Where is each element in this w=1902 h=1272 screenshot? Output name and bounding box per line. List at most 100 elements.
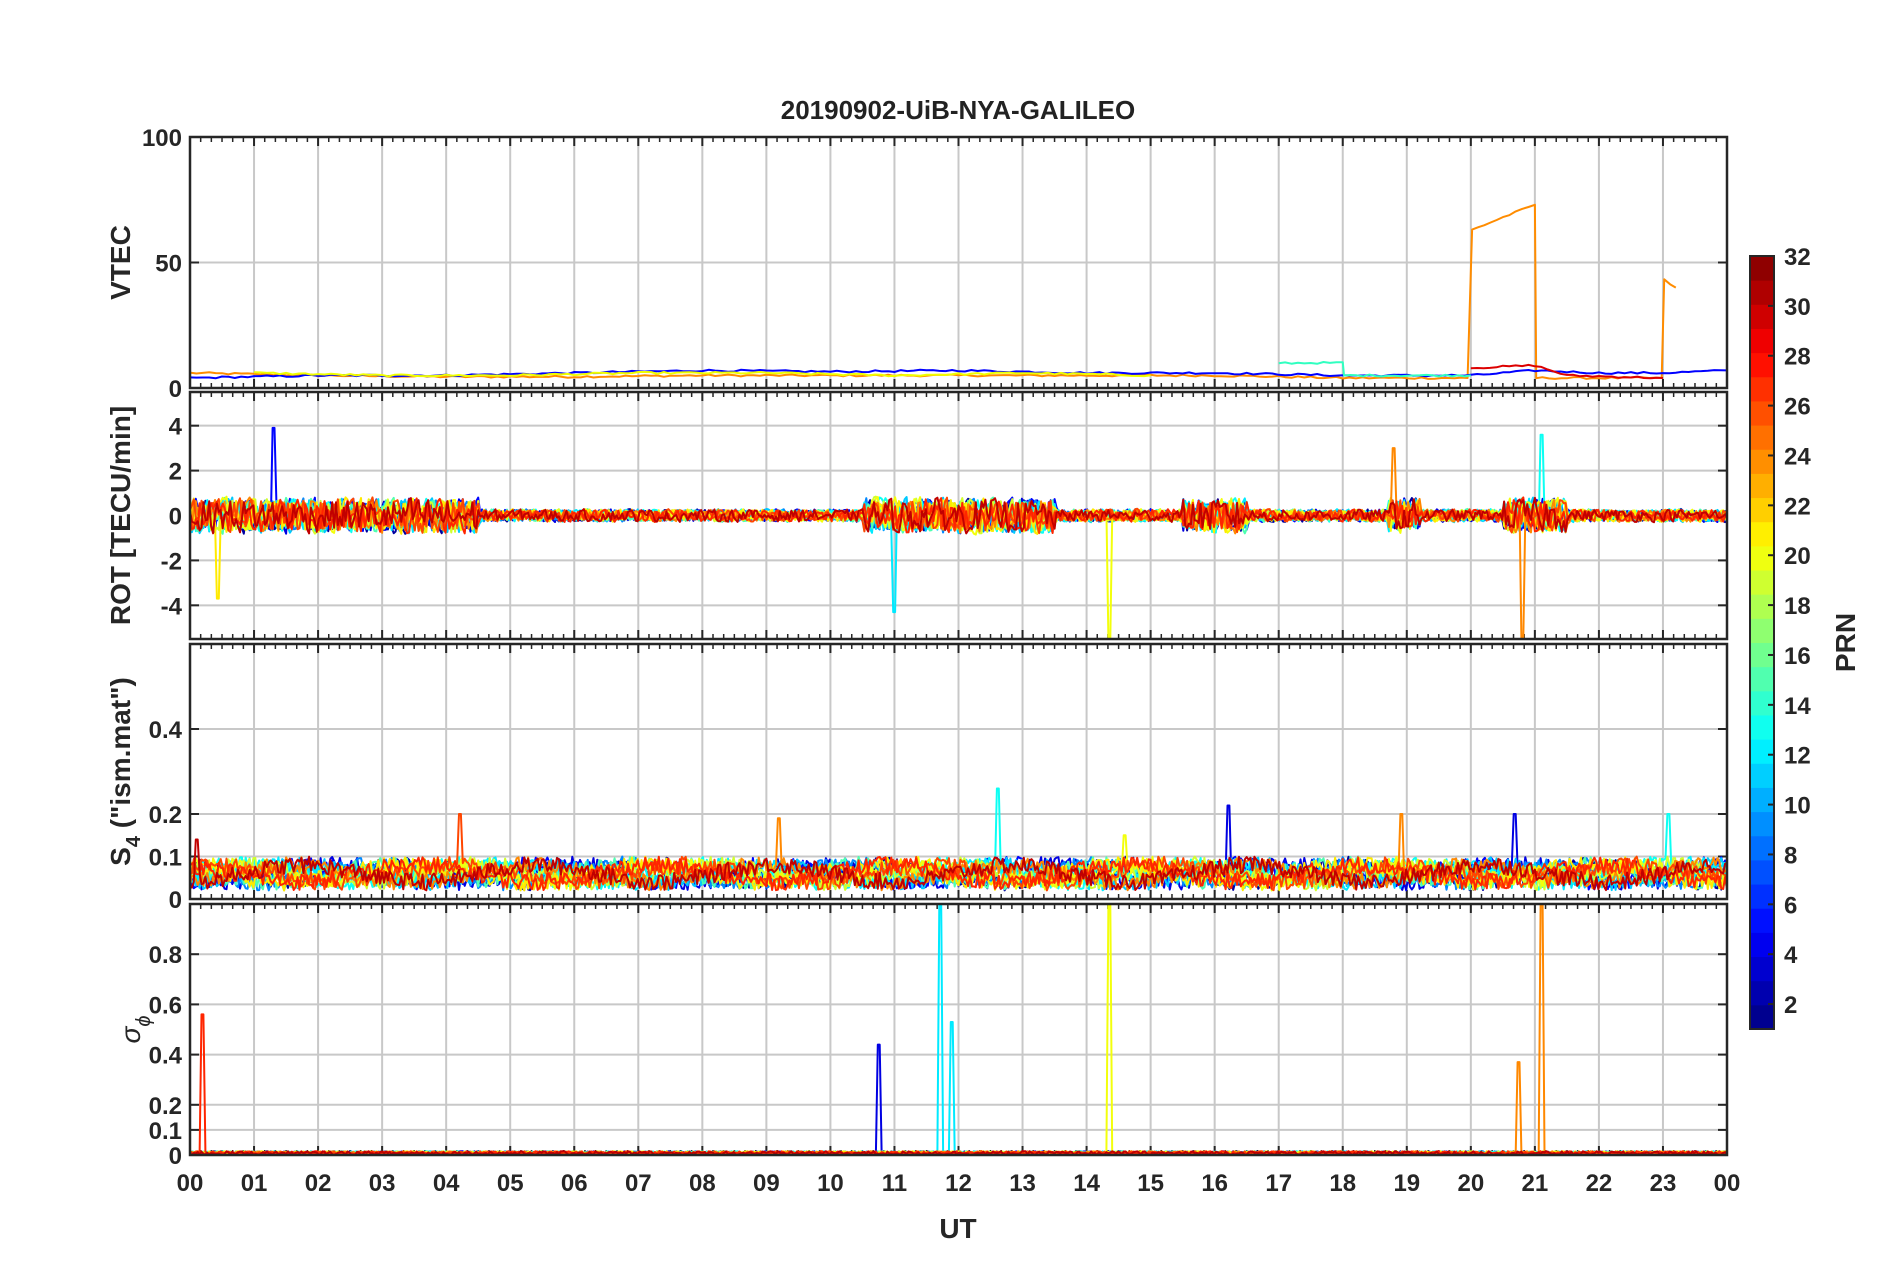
series-line — [189, 855, 1728, 892]
y-tick-label: 0.1 — [149, 1118, 182, 1145]
colorbar-swatch — [1750, 328, 1774, 354]
colorbar-swatch — [1750, 932, 1774, 958]
y-tick-label: 0.8 — [149, 942, 182, 969]
panel-frame — [188, 902, 1729, 1157]
colorbar-frame — [1749, 255, 1775, 1030]
x-tick-label: 03 — [369, 1170, 396, 1197]
series-line — [1470, 363, 1664, 380]
y-tick-label: -4 — [161, 593, 183, 620]
colorbar-label: PRN — [1830, 613, 1861, 672]
x-tick-label: 00 — [177, 1170, 204, 1197]
colorbar-swatch — [1750, 690, 1774, 716]
colorbar-tick-label: 6 — [1784, 892, 1797, 919]
colorbar-swatch — [1750, 956, 1774, 982]
series-line — [189, 496, 1728, 535]
y-tick-label: 0 — [169, 1143, 182, 1170]
y-tick-label: 0.4 — [149, 1043, 183, 1070]
y-tick-label: 100 — [142, 125, 182, 152]
colorbar-swatch — [1750, 859, 1774, 885]
x-tick-label: 07 — [625, 1170, 652, 1197]
panel-frame — [188, 390, 1729, 641]
x-tick-label: 20 — [1457, 1170, 1484, 1197]
colorbar-tick-label: 2 — [1784, 992, 1797, 1019]
y-axis-label-main: S — [105, 847, 136, 866]
x-tick-label: 10 — [817, 1170, 844, 1197]
x-tick-label: 14 — [1073, 1170, 1100, 1197]
y-tick-label: 0.2 — [149, 1093, 182, 1120]
panel-frame — [188, 642, 1729, 901]
colorbar-swatch — [1750, 908, 1774, 933]
y-axis-label-tail: ("ism.mat") — [105, 677, 136, 836]
y-axis-label-sub: ϕ — [133, 1015, 155, 1026]
colorbar-tick-label: 14 — [1784, 693, 1811, 720]
colorbar-swatch — [1750, 666, 1774, 692]
y-axis-label-sigma_phi: σϕ — [115, 1015, 155, 1043]
x-tick-label: 02 — [305, 1170, 332, 1197]
x-tick-label: 11 — [882, 1170, 907, 1197]
colorbar-swatch — [1750, 497, 1774, 523]
y-tick-label: 50 — [155, 251, 182, 278]
panel-frame — [188, 135, 1729, 390]
colorbar-swatch — [1750, 449, 1774, 474]
y-axis-label-main: σ — [115, 1026, 146, 1044]
colorbar-swatch — [1750, 787, 1774, 813]
colorbar-swatch — [1750, 473, 1774, 499]
colorbar-tick-label: 20 — [1784, 543, 1811, 570]
x-tick-label: 04 — [433, 1170, 460, 1197]
colorbar-swatch — [1750, 570, 1774, 595]
x-tick-label: 19 — [1393, 1170, 1420, 1197]
colorbar-swatch — [1750, 835, 1774, 861]
y-axis-label-rot: ROT [TECU/min] — [105, 406, 136, 625]
series-line — [189, 838, 1728, 892]
x-tick-label: 05 — [497, 1170, 524, 1197]
colorbar-swatch — [1750, 714, 1774, 740]
y-tick-label: 4 — [169, 414, 183, 441]
x-tick-label: 18 — [1329, 1170, 1356, 1197]
x-tick-label: 23 — [1650, 1170, 1677, 1197]
colorbar-swatch — [1750, 304, 1774, 329]
panel-s4: 00.10.20.4S4 ("ism.mat") — [105, 642, 1729, 914]
x-tick-label: 13 — [1009, 1170, 1036, 1197]
colorbar-swatch — [1750, 1004, 1774, 1030]
traces-s4 — [189, 787, 1728, 892]
x-tick-label: 15 — [1137, 1170, 1164, 1197]
colorbar-tick-label: 10 — [1784, 793, 1811, 820]
colorbar-tick-label: 32 — [1784, 244, 1811, 271]
colorbar-swatch — [1750, 545, 1774, 571]
colorbar-swatch — [1750, 425, 1774, 450]
colorbar-swatch — [1750, 980, 1774, 1006]
colorbar-swatch — [1750, 280, 1774, 305]
colorbar-swatch — [1750, 256, 1774, 281]
x-tick-label: 16 — [1201, 1170, 1228, 1197]
x-tick-label: 17 — [1265, 1170, 1292, 1197]
traces-rot — [189, 426, 1728, 640]
y-tick-label: 0.2 — [149, 802, 182, 829]
x-tick-label: 01 — [241, 1170, 268, 1197]
y-tick-label: 0.1 — [149, 845, 182, 872]
x-tick-label: 21 — [1522, 1170, 1549, 1197]
y-tick-label: 0.4 — [149, 717, 183, 744]
colorbar-tick-label: 28 — [1784, 344, 1811, 371]
traces-vtec — [189, 203, 1728, 380]
panel-rot: -4 -2 0 2 4 ROT [TECU/min] — [105, 390, 1729, 641]
colorbar-tick-label: 16 — [1784, 643, 1811, 670]
colorbar-tick-label: 30 — [1784, 294, 1811, 321]
panel-sigma_phi: 00.10.2 0.4 0.6 0.8 σϕ 00 01 02 03 04 05 06 07 08 09 10… — [115, 902, 1741, 1197]
colorbar-swatch — [1750, 739, 1774, 764]
colorbar-tick-label: 26 — [1784, 394, 1811, 421]
colorbar-tick-label: 8 — [1784, 842, 1797, 869]
series-line — [253, 371, 1151, 378]
x-tick-label: 09 — [753, 1170, 780, 1197]
x-tick-label: 00 — [1714, 1170, 1741, 1197]
y-tick-label: -2 — [161, 548, 182, 575]
y-axis-label-sub: 4 — [123, 835, 145, 847]
colorbar-swatch — [1750, 618, 1774, 643]
colorbar-tick-label: 4 — [1784, 942, 1798, 969]
series-line — [1278, 361, 1471, 378]
colorbar-tick-label: 22 — [1784, 493, 1811, 520]
panel-vtec: 0 50 100 VTEC — [105, 125, 1729, 403]
